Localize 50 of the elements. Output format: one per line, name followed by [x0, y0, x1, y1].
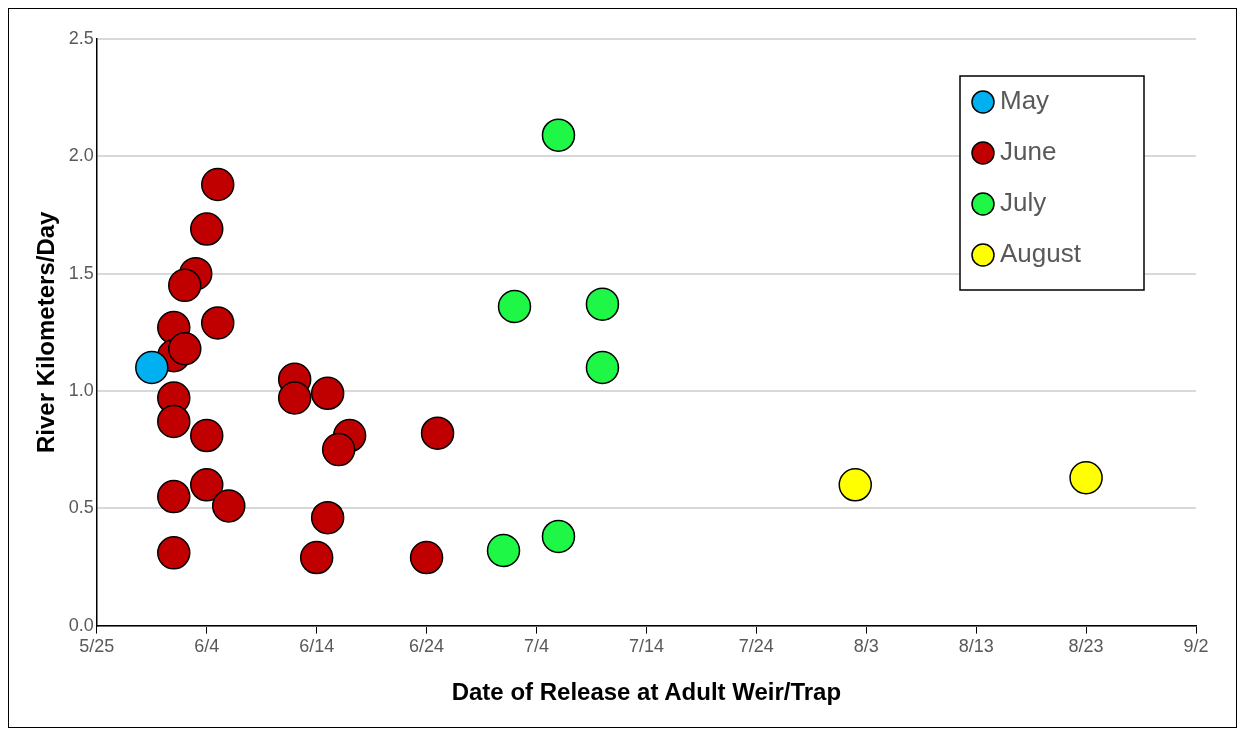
point	[211, 489, 246, 523]
x-tick-label: 9/2	[1183, 636, 1209, 657]
point	[497, 289, 532, 324]
point	[200, 167, 235, 202]
x-tick-label: 6/24	[409, 636, 445, 657]
x-tick-label: 6/4	[194, 636, 220, 657]
x-tick-label: 5/25	[79, 636, 115, 657]
x-axis-title: Date of Release at Adult Weir/Trap	[451, 678, 842, 706]
point	[838, 468, 873, 502]
point	[189, 212, 224, 246]
y-tick-label: 1.5	[68, 262, 94, 283]
y-tick-label: 2.5	[68, 27, 94, 48]
point	[310, 500, 345, 535]
point	[189, 418, 224, 453]
point	[541, 519, 576, 554]
point	[168, 331, 202, 366]
y-tick-label: 1.0	[68, 379, 94, 400]
point	[189, 468, 224, 502]
legend-label: July	[1000, 187, 1047, 218]
point	[585, 350, 620, 385]
x-tick-label: 8/3	[853, 636, 879, 657]
point	[200, 306, 235, 340]
point	[541, 118, 576, 152]
y-tick-label: 2.0	[68, 145, 94, 166]
point	[299, 540, 334, 575]
point	[486, 533, 521, 568]
point	[420, 416, 455, 450]
y-tick-label: 0.0	[68, 614, 94, 635]
y-axis-title: River Kilometers/Day	[32, 210, 60, 454]
point	[157, 536, 191, 570]
point	[277, 381, 312, 415]
point	[409, 540, 444, 575]
x-tick-label: 7/4	[523, 636, 550, 657]
x-tick-label: 7/14	[628, 636, 664, 657]
point	[168, 268, 202, 303]
point	[310, 376, 345, 411]
point	[1069, 461, 1103, 495]
x-tick-label: 8/13	[958, 636, 994, 657]
x-tick-label: 7/24	[738, 636, 774, 657]
x-tick-label: 8/23	[1068, 636, 1104, 657]
x-tick-label: 6/14	[299, 636, 335, 657]
point	[585, 287, 620, 321]
point	[157, 479, 191, 514]
point	[321, 432, 356, 467]
legend-label: June	[1000, 136, 1057, 167]
point	[157, 404, 191, 439]
legend-label: August	[1000, 238, 1082, 269]
legend-label: May	[1000, 85, 1050, 116]
y-tick-label: 0.5	[68, 497, 94, 518]
point	[135, 350, 169, 385]
